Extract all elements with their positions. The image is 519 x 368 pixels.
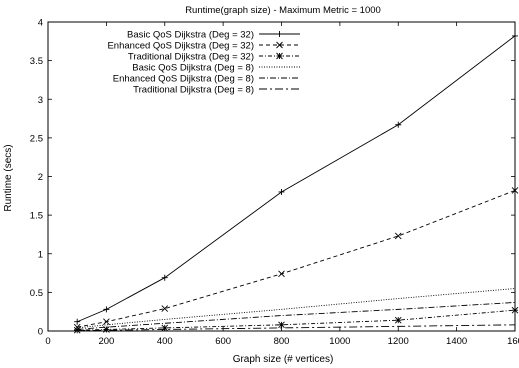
data-point — [511, 306, 519, 314]
series-line — [77, 324, 516, 332]
series-2 — [73, 187, 519, 331]
series-line — [77, 35, 516, 323]
data-point — [103, 326, 110, 333]
legend-entry-marker — [276, 31, 283, 37]
data-point — [161, 274, 168, 281]
data-point — [395, 121, 402, 128]
data-point — [161, 324, 169, 332]
series-5 — [77, 301, 516, 330]
y-tick-label: 3.5 — [30, 56, 43, 67]
series-3 — [73, 306, 519, 334]
y-tick-label: 1.5 — [30, 211, 43, 222]
x-tick-label: 800 — [274, 336, 290, 347]
legend-entry-label: Traditional Dijkstra (Deg = 32) — [128, 52, 254, 63]
y-axis-label: Runtime (secs) — [3, 144, 14, 211]
data-point — [278, 270, 285, 278]
series-1 — [74, 32, 518, 325]
legend-entry-marker — [276, 52, 283, 60]
series-line — [77, 309, 516, 331]
series-4 — [77, 288, 516, 329]
data-point — [511, 187, 519, 194]
x-tick-label: 600 — [215, 336, 231, 347]
x-tick-label: 400 — [157, 336, 173, 347]
y-tick-label: 2.5 — [30, 133, 43, 144]
x-tick-label: 160 — [507, 336, 519, 347]
y-tick-label: 1 — [38, 249, 43, 260]
data-point — [103, 318, 110, 326]
y-tick-label: 4 — [38, 18, 43, 29]
legend-entry-label: Enhanced QoS Dijkstra (Deg = 32) — [107, 41, 254, 52]
data-point — [394, 316, 402, 324]
x-tick-label: 1000 — [329, 336, 350, 347]
legend-entry-marker — [276, 41, 283, 49]
data-point — [74, 318, 81, 325]
legend-entry-label: Basic QoS Dijkstra (Deg = 32) — [127, 30, 254, 41]
series-6 — [77, 324, 516, 332]
y-tick-label: 3 — [38, 95, 43, 106]
series-line — [77, 189, 516, 328]
y-tick-label: 0 — [38, 327, 43, 338]
chart-title: Runtime(graph size) - Maximum Metric = 1… — [185, 5, 381, 16]
series-line — [77, 301, 516, 330]
plot-frame — [47, 21, 516, 332]
legend-entry-label: Enhanced QoS Dijkstra (Deg = 8) — [113, 74, 254, 85]
x-tick-label: 1400 — [446, 336, 467, 347]
legend-entry-label: Basic QoS Dijkstra (Deg = 8) — [132, 63, 254, 74]
data-point — [161, 305, 169, 312]
data-point — [512, 32, 518, 39]
y-tick-label: 0.5 — [30, 288, 43, 299]
legend: Basic QoS Dijkstra (Deg = 32)Enhanced Qo… — [107, 30, 300, 96]
plot-area: 020040060080010001200140016000.511.522.5… — [30, 18, 519, 348]
data-point — [394, 232, 402, 240]
x-tick-label: 0 — [45, 336, 50, 347]
legend-entry-label: Traditional Dijkstra (Deg = 8) — [133, 85, 254, 96]
x-tick-label: 1200 — [388, 336, 409, 347]
data-point — [278, 321, 285, 329]
data-point — [103, 306, 110, 313]
data-point — [278, 188, 285, 195]
series-line — [77, 288, 516, 329]
x-axis-label: Graph size (# vertices) — [233, 354, 334, 365]
y-tick-label: 2 — [38, 172, 43, 183]
x-tick-label: 200 — [98, 336, 114, 347]
